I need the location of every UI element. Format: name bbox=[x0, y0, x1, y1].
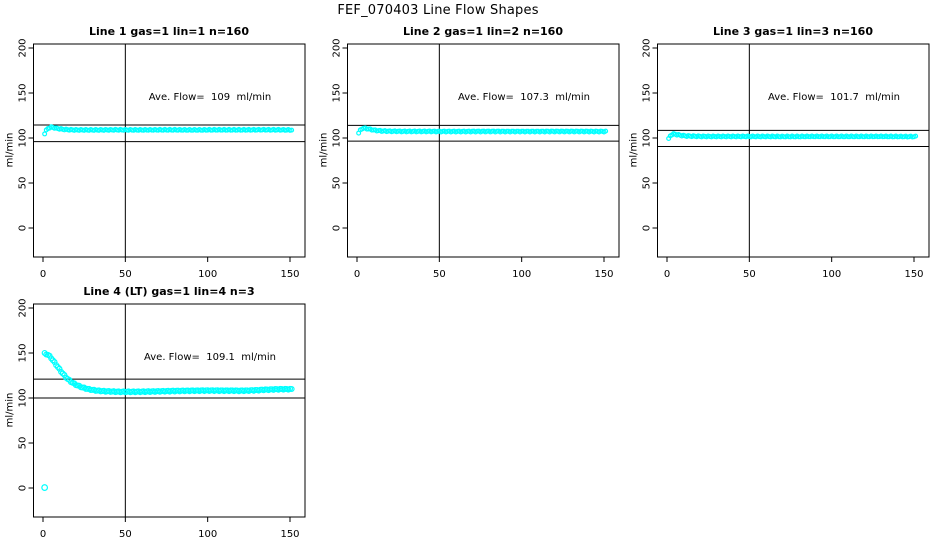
data-points bbox=[41, 349, 295, 491]
chart-panel-line-4: Line 4 (LT) gas=1 lin=4 n=3 0 50 100 150 0 50 1… bbox=[0, 260, 312, 540]
x-tick-label: 50 bbox=[433, 269, 446, 280]
tolerance-lines bbox=[33, 124, 305, 143]
y-tick-label: 200 bbox=[18, 298, 29, 317]
y-axis-label: ml/min bbox=[319, 133, 330, 168]
panel-title: Line 2 gas=1 lin=2 n=160 bbox=[403, 25, 563, 38]
y-axis-ticks: 0 50 100 150 200 bbox=[18, 298, 34, 491]
chart-svg-4: Line 4 (LT) gas=1 lin=4 n=3 0 50 100 150 0 50 1… bbox=[5, 285, 306, 540]
y-tick-label: 50 bbox=[332, 177, 343, 190]
tolerance-lines bbox=[657, 129, 929, 148]
x-tick-label: 100 bbox=[198, 269, 217, 280]
y-tick-label: 100 bbox=[18, 388, 29, 407]
y-tick-label: 100 bbox=[332, 128, 343, 147]
x-tick-label: 150 bbox=[594, 269, 613, 280]
panel-title: Line 4 (LT) gas=1 lin=4 n=3 bbox=[83, 285, 254, 298]
chart-panel-line-1: Line 1 gas=1 lin=1 n=160 0 50 100 150 0 50 100 1… bbox=[0, 0, 312, 280]
chart-svg-1: Line 1 gas=1 lin=1 n=160 0 50 100 150 0 50 100 1… bbox=[5, 25, 306, 280]
ave-flow-annotation: Ave. Flow= 109 ml/min bbox=[149, 92, 271, 103]
x-tick-label: 50 bbox=[119, 529, 132, 540]
y-tick-label: 0 bbox=[18, 485, 29, 491]
ave-flow-annotation: Ave. Flow= 101.7 ml/min bbox=[768, 92, 900, 103]
y-tick-label: 100 bbox=[642, 128, 653, 147]
y-tick-label: 50 bbox=[18, 437, 29, 450]
y-axis-label: ml/min bbox=[5, 133, 16, 168]
y-tick-label: 150 bbox=[642, 83, 653, 102]
data-points bbox=[666, 131, 919, 141]
data-points bbox=[42, 124, 295, 137]
plot-box bbox=[347, 43, 620, 258]
panel-title: Line 3 gas=1 lin=3 n=160 bbox=[713, 25, 873, 38]
tolerance-lines bbox=[347, 124, 619, 142]
x-tick-label: 0 bbox=[40, 269, 46, 280]
y-axis-label: ml/min bbox=[629, 133, 640, 168]
x-tick-label: 50 bbox=[119, 269, 132, 280]
y-tick-label: 50 bbox=[642, 177, 653, 190]
x-axis-ticks: 0 50 100 150 bbox=[40, 257, 300, 280]
x-axis-ticks: 0 50 100 150 bbox=[40, 517, 300, 540]
y-tick-label: 200 bbox=[642, 38, 653, 57]
x-tick-label: 50 bbox=[743, 269, 756, 280]
y-tick-label: 0 bbox=[642, 225, 653, 231]
panel-title: Line 1 gas=1 lin=1 n=160 bbox=[89, 25, 249, 38]
y-tick-label: 200 bbox=[332, 38, 343, 57]
y-tick-label: 0 bbox=[18, 225, 29, 231]
y-tick-label: 150 bbox=[18, 83, 29, 102]
y-axis-label: ml/min bbox=[5, 393, 16, 428]
plot-box bbox=[33, 303, 306, 518]
y-tick-label: 150 bbox=[332, 83, 343, 102]
y-axis-ticks: 0 50 100 150 200 bbox=[642, 38, 658, 231]
ave-flow-annotation: Ave. Flow= 109.1 ml/min bbox=[144, 352, 276, 363]
x-tick-label: 100 bbox=[198, 529, 217, 540]
x-axis-ticks: 0 50 100 150 bbox=[664, 257, 924, 280]
x-tick-label: 150 bbox=[280, 529, 299, 540]
x-tick-label: 0 bbox=[664, 269, 670, 280]
y-tick-label: 200 bbox=[18, 38, 29, 57]
y-axis-ticks: 0 50 100 150 200 bbox=[332, 38, 348, 231]
x-tick-label: 150 bbox=[280, 269, 299, 280]
x-tick-label: 0 bbox=[40, 529, 46, 540]
y-tick-label: 150 bbox=[18, 343, 29, 362]
y-tick-label: 0 bbox=[332, 225, 343, 231]
tolerance-lines bbox=[33, 378, 305, 399]
plot-box bbox=[657, 43, 930, 258]
y-axis-ticks: 0 50 100 150 200 bbox=[18, 38, 34, 231]
x-tick-label: 100 bbox=[512, 269, 531, 280]
page-title: FEF_070403 Line Flow Shapes bbox=[337, 3, 539, 18]
x-tick-label: 0 bbox=[354, 269, 360, 280]
x-tick-label: 150 bbox=[904, 269, 923, 280]
ave-flow-annotation: Ave. Flow= 107.3 ml/min bbox=[458, 92, 590, 103]
chart-panel-line-2: Line 2 gas=1 lin=2 n=160 0 50 100 150 0 50 100 1… bbox=[314, 0, 626, 280]
data-points bbox=[356, 125, 609, 136]
outlier-point bbox=[41, 484, 49, 491]
chart-svg-3: Line 3 gas=1 lin=3 n=160 0 50 100 150 0 50 100 1… bbox=[629, 25, 930, 280]
y-tick-label: 100 bbox=[18, 128, 29, 147]
chart-svg-2: Line 2 gas=1 lin=2 n=160 0 50 100 150 0 50 100 1… bbox=[319, 25, 620, 280]
x-axis-ticks: 0 50 100 150 bbox=[354, 257, 614, 280]
x-tick-label: 100 bbox=[822, 269, 841, 280]
chart-panel-line-3: Line 3 gas=1 lin=3 n=160 0 50 100 150 0 50 100 1… bbox=[624, 0, 936, 280]
plot-box bbox=[33, 43, 306, 258]
y-tick-label: 50 bbox=[18, 177, 29, 190]
